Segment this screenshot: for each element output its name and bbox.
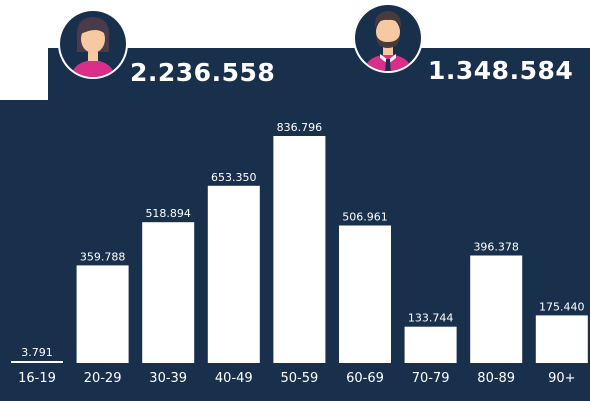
bar-30-39	[142, 222, 195, 363]
value-label-20-29: 359.788	[80, 250, 126, 263]
bar-50-59	[273, 136, 326, 363]
woman-avatar-icon	[58, 9, 128, 79]
value-label-70-79: 133.744	[408, 312, 454, 325]
category-label-70-79: 70-79	[412, 371, 450, 386]
bar-16-19	[11, 361, 63, 363]
category-label-16-19: 16-19	[18, 371, 56, 386]
category-label-60-69: 60-69	[346, 371, 384, 386]
value-label-30-39: 518.894	[145, 207, 191, 220]
category-label-90+: 90+	[548, 371, 575, 386]
value-label-90+: 175.440	[539, 300, 585, 313]
value-label-50-59: 836.796	[277, 121, 323, 134]
value-label-16-19: 3.791	[21, 346, 53, 359]
bar-80-89	[470, 255, 523, 363]
bar-60-69	[339, 225, 391, 363]
panel-notch	[0, 48, 48, 100]
value-label-40-49: 653.350	[211, 171, 257, 184]
value-label-60-69: 506.961	[342, 211, 388, 224]
bar-40-49	[207, 185, 260, 363]
value-label-80-89: 396.378	[473, 241, 519, 254]
category-label-20-29: 20-29	[84, 371, 122, 386]
man-avatar-icon	[353, 3, 423, 73]
category-label-50-59: 50-59	[281, 371, 319, 386]
category-label-30-39: 30-39	[149, 371, 187, 386]
category-label-80-89: 80-89	[477, 371, 515, 386]
female-total: 2.236.558	[130, 58, 276, 87]
category-label-40-49: 40-49	[215, 371, 253, 386]
bar-90+	[535, 315, 588, 363]
bar-20-29	[76, 265, 129, 363]
bar-70-79	[404, 326, 457, 363]
male-total: 1.348.584	[428, 56, 574, 85]
